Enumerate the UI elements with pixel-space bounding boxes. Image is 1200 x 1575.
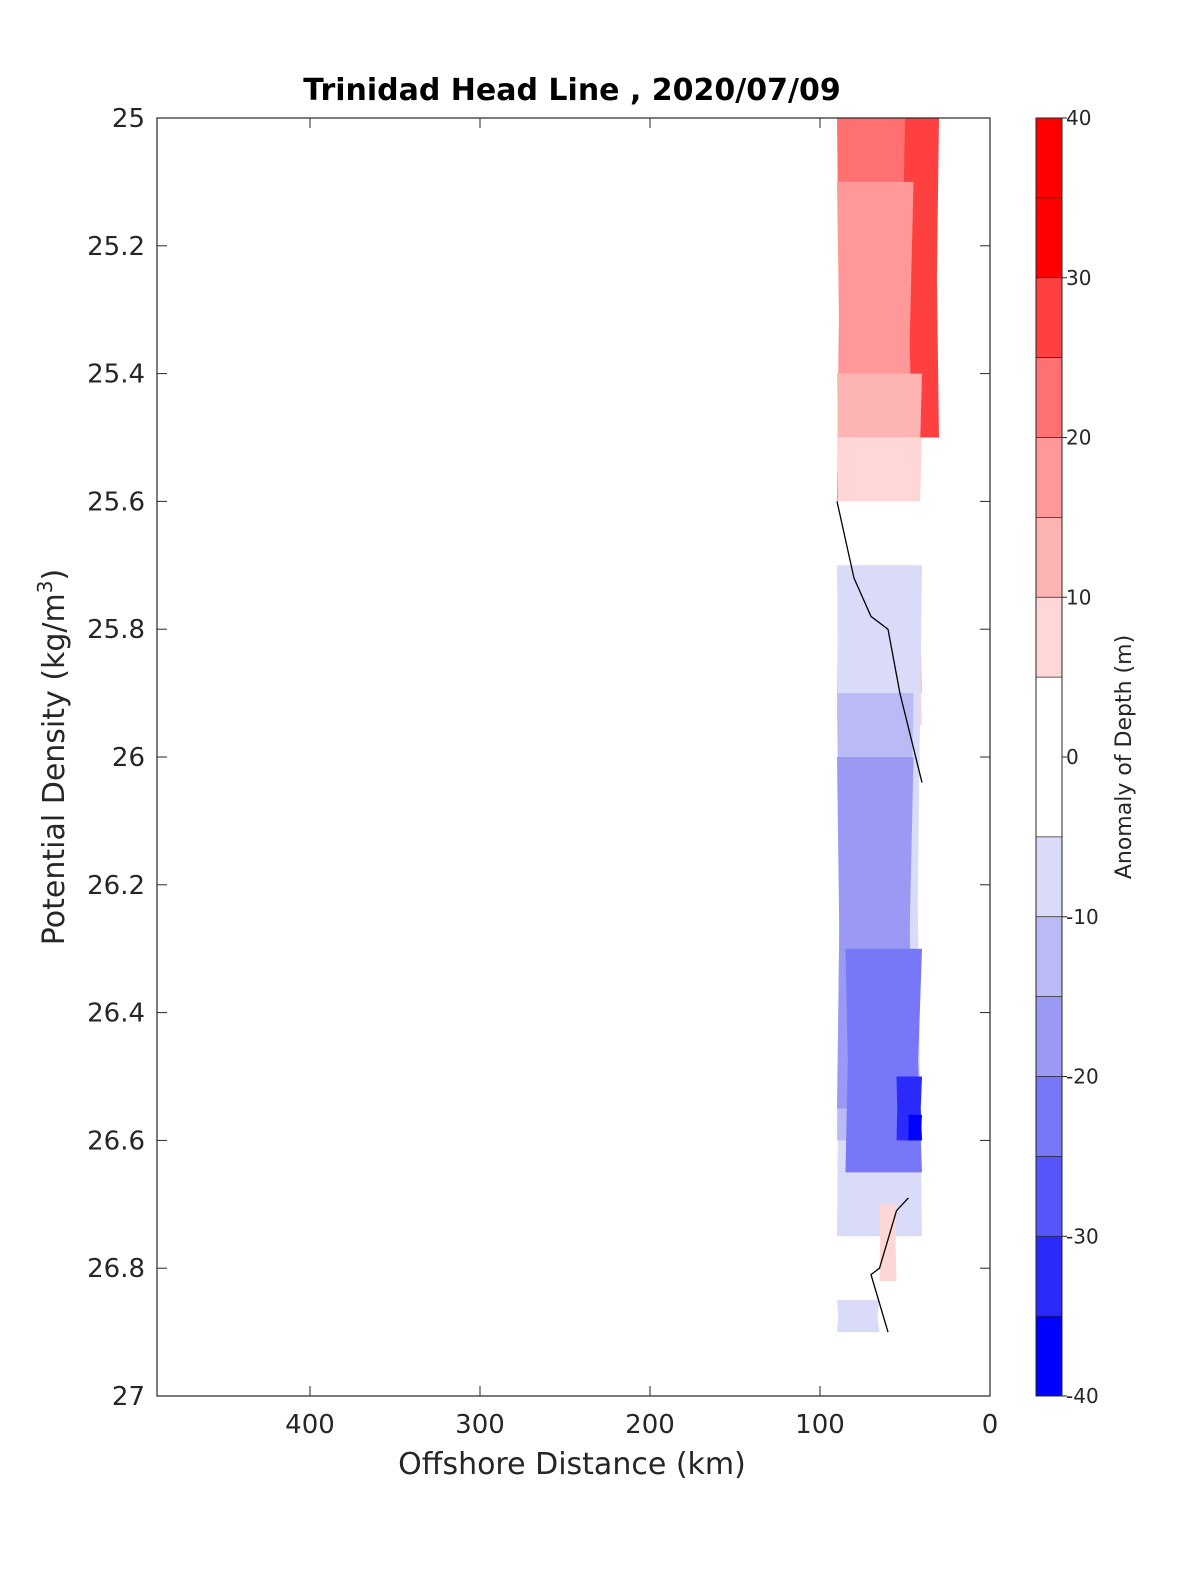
colorbar-tick-label: -20 (1066, 1065, 1099, 1089)
zero-contour-0 (836, 501, 923, 783)
colorbar-tick-label: 30 (1066, 266, 1091, 290)
y-tick-label: 26.6 (87, 1126, 145, 1156)
colorbar-tick-label: -30 (1066, 1224, 1099, 1248)
y-axis-title-superscript: 3 (33, 580, 57, 593)
y-tick-label: 25.2 (87, 232, 145, 262)
colorbar-band (1036, 597, 1062, 678)
colorbar-band (1036, 437, 1062, 518)
y-tick-label: 25.6 (87, 487, 145, 517)
y-tick-label: 25.8 (87, 615, 145, 645)
colorbar-band (1036, 836, 1062, 917)
contour-region-13 (837, 1300, 880, 1333)
x-tick-label: 100 (795, 1410, 845, 1440)
x-tick-label: 0 (982, 1410, 999, 1440)
colorbar-band (1036, 996, 1062, 1077)
colorbar-tick-label: 0 (1066, 745, 1079, 769)
x-axis-title: Offshore Distance (km) (398, 1447, 746, 1482)
x-axis: 400 300 200 100 0 (285, 118, 998, 1440)
colorbar-band (1036, 357, 1062, 438)
colorbar-band (1036, 517, 1062, 598)
y-tick-label: 26.8 (87, 1254, 145, 1284)
colorbar-band (1036, 197, 1062, 278)
x-tick-label: 400 (285, 1410, 335, 1440)
colorbar-band (1036, 1236, 1062, 1317)
colorbar-band (1036, 916, 1062, 997)
colorbar-band (1036, 677, 1062, 837)
y-tick-label: 26.4 (87, 999, 145, 1029)
chart-title: Trinidad Head Line , 2020/07/09 (303, 73, 840, 108)
colorbar: 40 30 20 10 0 -10 -20 -30 -40 (1035, 106, 1099, 1408)
y-axis-title: Potential Density (kg/m3) (33, 569, 72, 945)
colorbar-band (1036, 118, 1062, 198)
colorbar-band (1036, 1156, 1062, 1237)
colorbar-band (1036, 277, 1062, 358)
y-axis-title-main: Potential Density (kg/m (37, 593, 72, 945)
y-axis-title-suffix: ) (37, 569, 72, 581)
y-tick-label: 27 (112, 1382, 145, 1412)
y-tick-label: 26 (112, 743, 145, 773)
colorbar-tick-label: 20 (1066, 426, 1091, 450)
colorbar-title: Anomaly of Depth (m) (1112, 635, 1137, 879)
x-tick-label: 300 (455, 1410, 505, 1440)
contour-region-12 (879, 1204, 897, 1281)
colorbar-band (1036, 1316, 1062, 1396)
y-tick-label: 26.2 (87, 871, 145, 901)
colorbar-tick-label: 40 (1066, 106, 1091, 130)
contour-fills (837, 118, 939, 1333)
y-tick-label: 25 (112, 104, 145, 134)
contour-region-11 (908, 1114, 922, 1141)
colorbar-tick-label: -10 (1066, 905, 1099, 929)
zero-contour-lines (836, 501, 923, 1333)
colorbar-band (1036, 1076, 1062, 1157)
y-tick-label: 25.4 (87, 360, 145, 390)
x-tick-label: 200 (625, 1410, 675, 1440)
colorbar-tick-label: 10 (1066, 585, 1091, 609)
colorbar-tick-label: -40 (1066, 1384, 1099, 1408)
zero-contour-1 (870, 1197, 909, 1333)
y-axis: 25 25.2 25.4 25.6 25.8 26 26.2 26.4 26.6 26.8 27 (87, 104, 990, 1412)
